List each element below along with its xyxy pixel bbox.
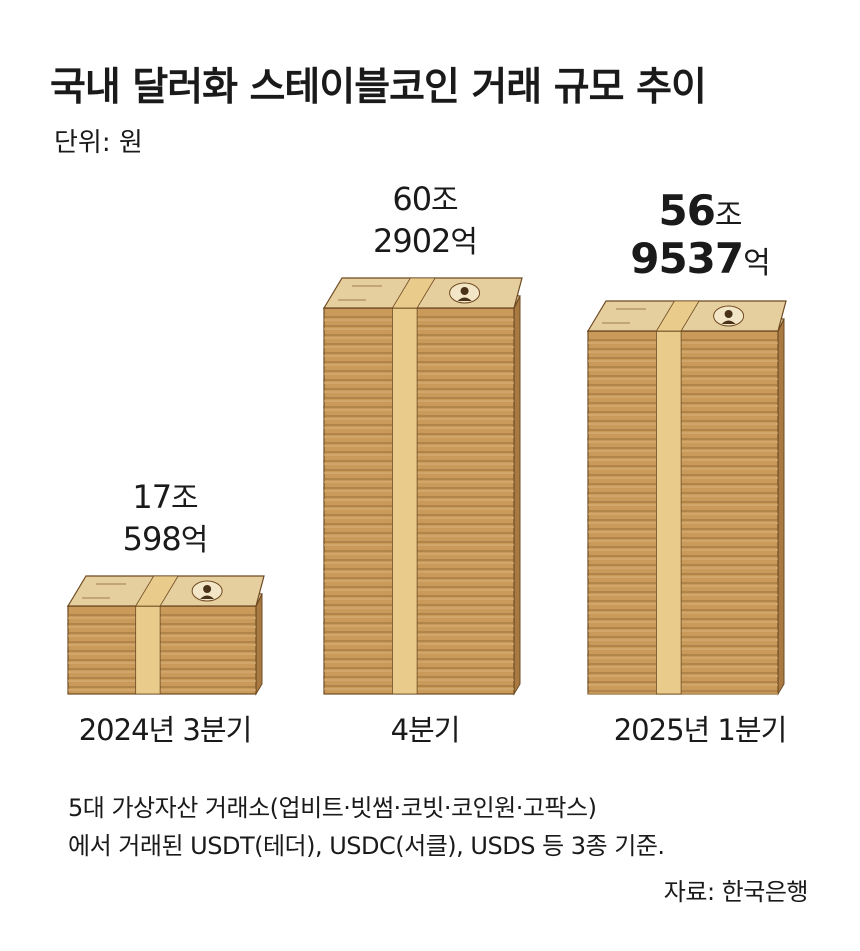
footnote-line-1: 5대 가상자산 거래소(업비트·빗썸·코빗·코인원·고팍스) [68, 794, 597, 822]
data-label-eok-3: 9537억 [630, 234, 770, 283]
data-label-jo-2: 60조 [392, 180, 458, 218]
footnote-line-2: 에서 거래된 USDT(테더), USDC(서클), USDS 등 3종 기준. [68, 832, 665, 860]
data-label-jo-3: 56조 [658, 186, 741, 235]
category-label-1: 2024년 3분기 [79, 713, 252, 747]
bar-2 [322, 277, 523, 696]
data-label-eok-2: 2902억 [373, 222, 477, 260]
bar-1 [66, 575, 265, 696]
category-label-2: 4분기 [391, 713, 460, 747]
data-label-eok-1: 598억 [123, 520, 208, 558]
chart-title: 국내 달러화 스테이블코인 거래 규모 추이 [50, 65, 707, 110]
category-label-3: 2025년 1분기 [614, 713, 787, 747]
bar-3 [586, 300, 787, 696]
unit-label: 단위: 원 [54, 128, 143, 158]
source-label: 자료: 한국은행 [663, 878, 809, 906]
data-label-jo-1: 17조 [132, 478, 198, 516]
